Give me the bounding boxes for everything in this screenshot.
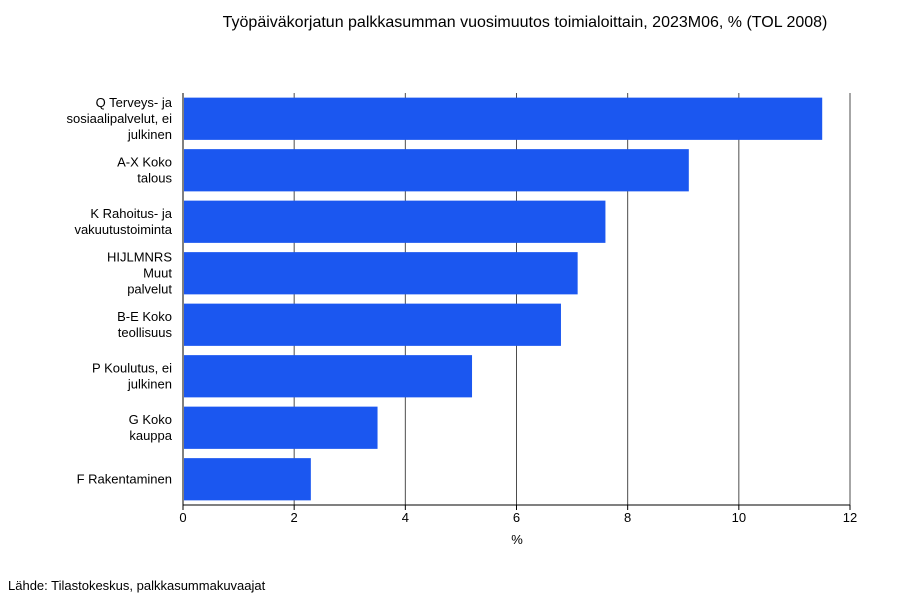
category-label: A-X Koko talous: [117, 154, 172, 185]
category-label: F Rakentaminen: [77, 471, 172, 486]
bar: [184, 355, 473, 398]
source-note: Lähde: Tilastokeskus, palkkasummakuvaaja…: [8, 578, 266, 593]
category-label: Q Terveys- ja sosiaalipalvelut, ei julkine…: [66, 95, 172, 142]
axis-layer: 0 2 4 6 8 10 12 Q Terveys- ja sosiaalipalvelut, …: [66, 93, 857, 525]
bar: [184, 458, 311, 501]
bar-layer: [184, 97, 823, 501]
category-label: HIJLMNRS Muut palvelut: [107, 249, 172, 296]
x-tick-label: 12: [843, 510, 857, 525]
bar: [184, 303, 561, 346]
bar: [184, 406, 378, 449]
bar: [184, 200, 606, 243]
x-axis-label: %: [511, 532, 523, 547]
x-tick-label: 2: [291, 510, 298, 525]
x-tick-label: 6: [513, 510, 520, 525]
x-tick-label: 8: [624, 510, 631, 525]
category-label: G Koko kauppa: [129, 412, 173, 443]
x-tick-label: 4: [402, 510, 409, 525]
bar: [184, 149, 689, 192]
x-tick-label: 10: [732, 510, 746, 525]
category-label: P Koulutus, ei julkinen: [92, 360, 172, 391]
chart-title: Työpäiväkorjatun palkkasumman vuosimuuto…: [222, 14, 828, 31]
category-label: B-E Koko teollisuus: [117, 309, 172, 340]
bar: [184, 97, 823, 140]
x-tick-label: 0: [179, 510, 186, 525]
bar: [184, 252, 578, 295]
category-label: K Rahoitus- ja vakuutustoiminta: [74, 206, 172, 237]
